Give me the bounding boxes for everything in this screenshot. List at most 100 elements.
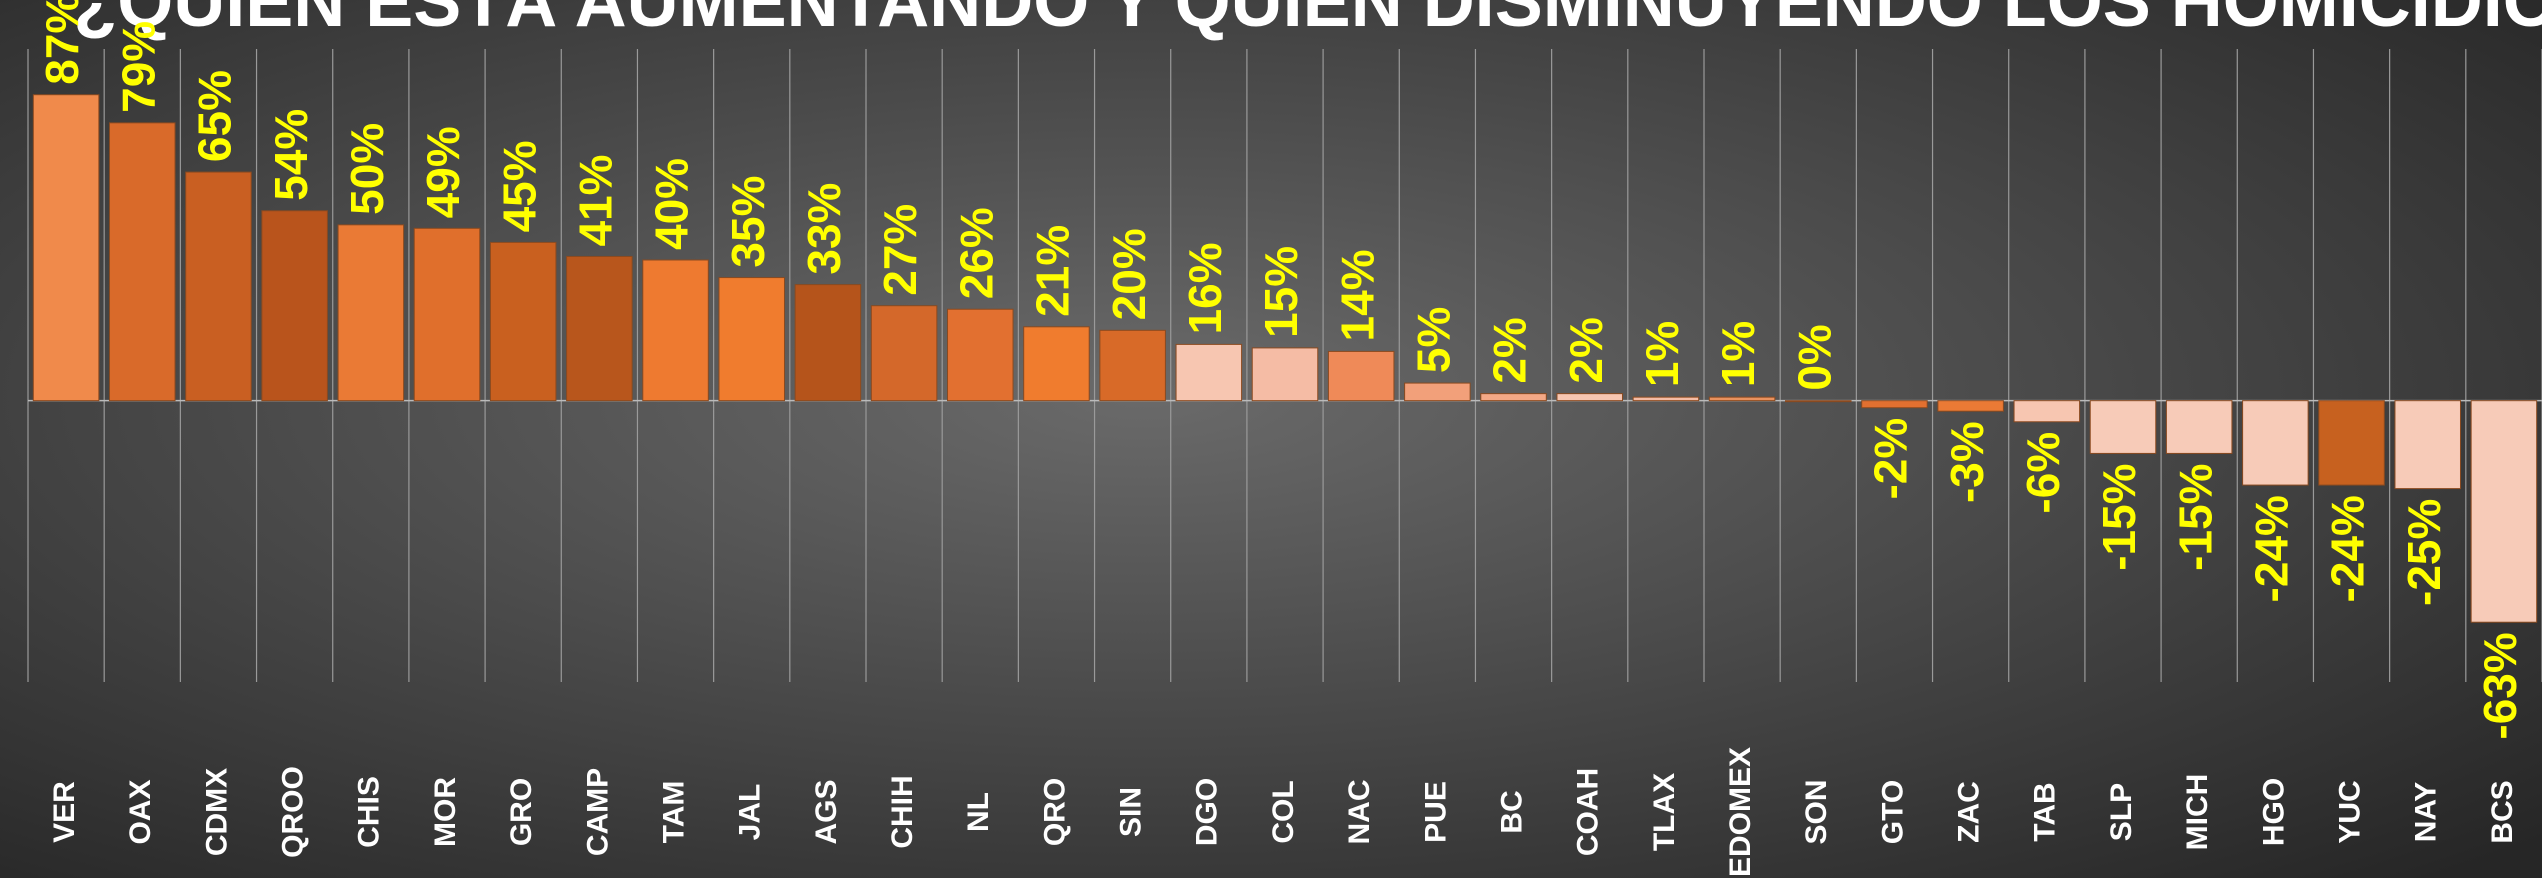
x-tick-label: PUE	[1419, 781, 1452, 843]
bar	[2242, 400, 2309, 486]
value-label: 1%	[1636, 321, 1688, 387]
value-label: 2%	[1484, 317, 1536, 383]
value-label: -25%	[2398, 499, 2450, 606]
bar	[947, 308, 1014, 402]
bar	[109, 122, 176, 402]
x-tick-label: JAL	[734, 784, 767, 841]
x-tick-label: DGO	[1191, 778, 1224, 846]
bar	[1937, 400, 2004, 412]
bar	[642, 259, 709, 402]
bar	[566, 255, 633, 402]
x-tick-label: GRO	[505, 778, 538, 846]
x-tick-label: TLAX	[1648, 773, 1681, 851]
value-label: 2%	[1560, 317, 1612, 383]
x-tick-label: BC	[1495, 790, 1528, 833]
bar	[489, 241, 557, 402]
x-tick-label: TAB	[2029, 782, 2062, 841]
value-label: 15%	[1255, 246, 1307, 338]
value-label: 27%	[874, 204, 926, 296]
bar	[794, 284, 862, 402]
x-tick-label: GTO	[1876, 780, 1909, 844]
x-tick-label: OAX	[124, 779, 157, 844]
value-label: 0%	[1788, 324, 1840, 390]
value-label: -15%	[2093, 463, 2145, 570]
x-tick-label: EDOMEX	[1724, 747, 1757, 877]
x-tick-label: QRO	[1038, 778, 1071, 846]
bar	[2013, 400, 2081, 423]
value-label: 5%	[1408, 307, 1460, 373]
bar	[2318, 400, 2385, 486]
value-label: 14%	[1331, 249, 1383, 341]
x-tick-label: NL	[962, 792, 995, 832]
bar	[1404, 382, 1471, 402]
x-tick-label: HGO	[2257, 778, 2290, 846]
bar	[32, 94, 100, 402]
value-label: 33%	[798, 183, 850, 275]
x-tick-label: SON	[1800, 779, 1833, 844]
x-tick-label: BCS	[2486, 780, 2519, 843]
x-tick-label: ZAC	[1953, 781, 1986, 843]
value-label: 26%	[950, 207, 1002, 299]
value-label: -2%	[1865, 418, 1917, 500]
value-label: 79%	[112, 21, 164, 113]
x-tick-label: NAY	[2410, 782, 2443, 843]
value-label: 20%	[1103, 228, 1155, 320]
x-tick-label: NAC	[1343, 780, 1376, 845]
bar	[1251, 347, 1319, 402]
x-tick-label: TAM	[657, 781, 690, 844]
value-label: 41%	[570, 154, 622, 246]
bar	[2089, 400, 2157, 454]
value-label: -15%	[2169, 463, 2221, 570]
value-label: 50%	[341, 123, 393, 215]
value-label: 21%	[1027, 225, 1079, 317]
value-label: -24%	[2246, 495, 2298, 602]
x-tick-label: MICH	[2181, 774, 2214, 851]
value-label: 1%	[1712, 321, 1764, 387]
bar	[1632, 396, 1700, 402]
x-tick-label: QROO	[277, 766, 310, 858]
bar	[870, 305, 938, 402]
bar	[1099, 329, 1166, 402]
bar	[2470, 400, 2538, 623]
chart-title: ¿QUIÉN ESTÁ AUMENTANDO Y QUIÉN DISMINUYE…	[73, 0, 2542, 42]
value-label: 45%	[493, 140, 545, 232]
bar	[337, 224, 405, 402]
bar	[1327, 350, 1395, 402]
bar	[1708, 396, 1776, 402]
bar	[2165, 400, 2233, 454]
x-tick-label: AGS	[810, 779, 843, 844]
bar	[1556, 393, 1623, 402]
value-label: 40%	[646, 158, 698, 250]
bar	[1023, 326, 1090, 402]
x-tick-label: COAH	[1572, 768, 1605, 856]
x-tick-label: YUC	[2333, 780, 2366, 843]
x-tick-label: CHIH	[886, 775, 919, 848]
bar	[1785, 400, 1852, 403]
value-label: 49%	[417, 126, 469, 218]
x-tick-label: CHIS	[353, 776, 386, 848]
value-label: -63%	[2474, 632, 2526, 739]
bar	[1480, 393, 1547, 402]
value-label: 87%	[36, 0, 88, 85]
value-label: 54%	[265, 109, 317, 201]
x-tick-label: CDMX	[200, 768, 233, 856]
bar	[2394, 400, 2461, 490]
value-label: -6%	[2017, 432, 2069, 514]
bar	[1861, 400, 1928, 409]
bar	[261, 210, 328, 402]
bar	[718, 277, 785, 402]
value-label: -24%	[2322, 495, 2374, 602]
x-tick-label: CAMP	[581, 768, 614, 856]
x-tick-label: SIN	[1115, 787, 1148, 837]
bar	[1175, 343, 1243, 402]
value-label: 65%	[189, 70, 241, 162]
x-tick-label: SLP	[2105, 783, 2138, 841]
x-tick-label: VER	[48, 781, 81, 843]
x-tick-label: COL	[1267, 780, 1300, 843]
bar	[413, 227, 481, 402]
x-tick-label: MOR	[429, 777, 462, 847]
bar	[185, 171, 252, 402]
value-label: 35%	[722, 176, 774, 268]
